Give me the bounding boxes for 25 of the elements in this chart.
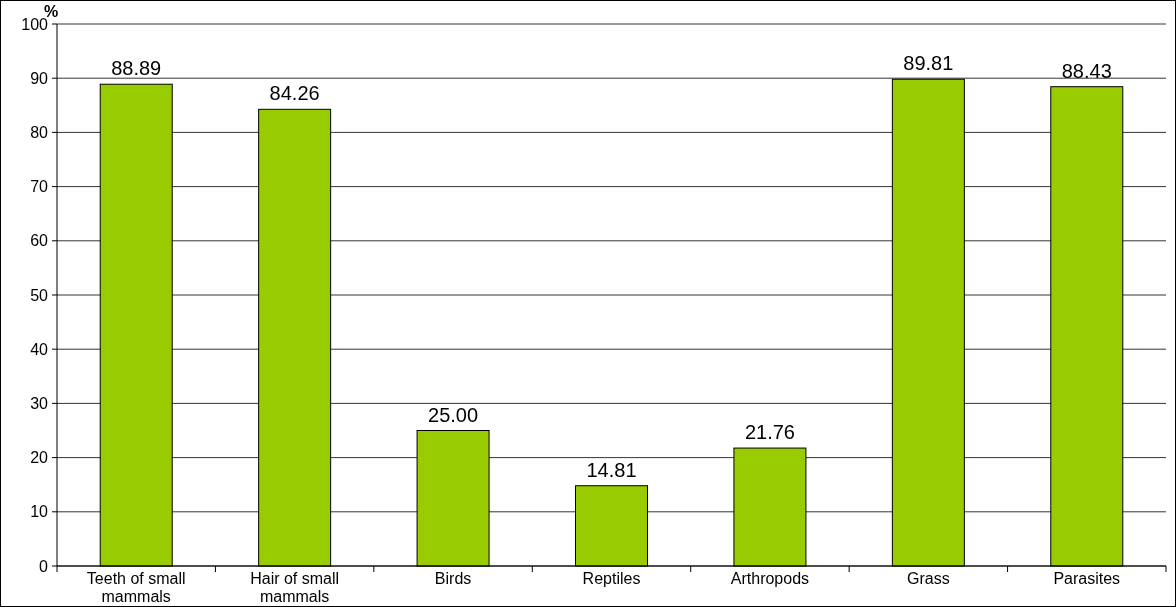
data-label: 14.81 <box>586 458 637 481</box>
x-tick-label: Grass <box>907 570 950 587</box>
data-label: 89.81 <box>903 52 954 75</box>
x-tick-label: Teeth of small mammals <box>86 570 186 605</box>
y-tick-label: 90 <box>30 69 49 87</box>
y-tick-label: 80 <box>30 124 49 141</box>
y-tick-label: 10 <box>30 503 49 521</box>
data-label: 88.43 <box>1061 59 1112 82</box>
y-tick-label: 60 <box>30 232 49 250</box>
y-tick-label: 40 <box>30 340 49 358</box>
y-tick-label: 0 <box>39 557 49 575</box>
y-tick-label: 30 <box>30 395 49 412</box>
data-label: 25.00 <box>428 403 479 426</box>
data-label: 21.76 <box>744 421 795 444</box>
x-tick-label: Parasites <box>1053 570 1121 587</box>
x-tick-label: Reptiles <box>582 570 641 587</box>
data-label: 88.89 <box>111 57 162 80</box>
y-axis-title: % <box>43 3 59 20</box>
x-tick-label: Hair of small mammals <box>250 570 340 605</box>
x-tick-label: Arthropods <box>730 570 810 587</box>
x-tick-label: Birds <box>434 570 472 587</box>
y-tick-label: 70 <box>30 178 49 196</box>
y-tick-label: 50 <box>30 286 49 304</box>
y-tick-label: 20 <box>30 449 49 467</box>
data-label: 84.26 <box>269 82 320 105</box>
